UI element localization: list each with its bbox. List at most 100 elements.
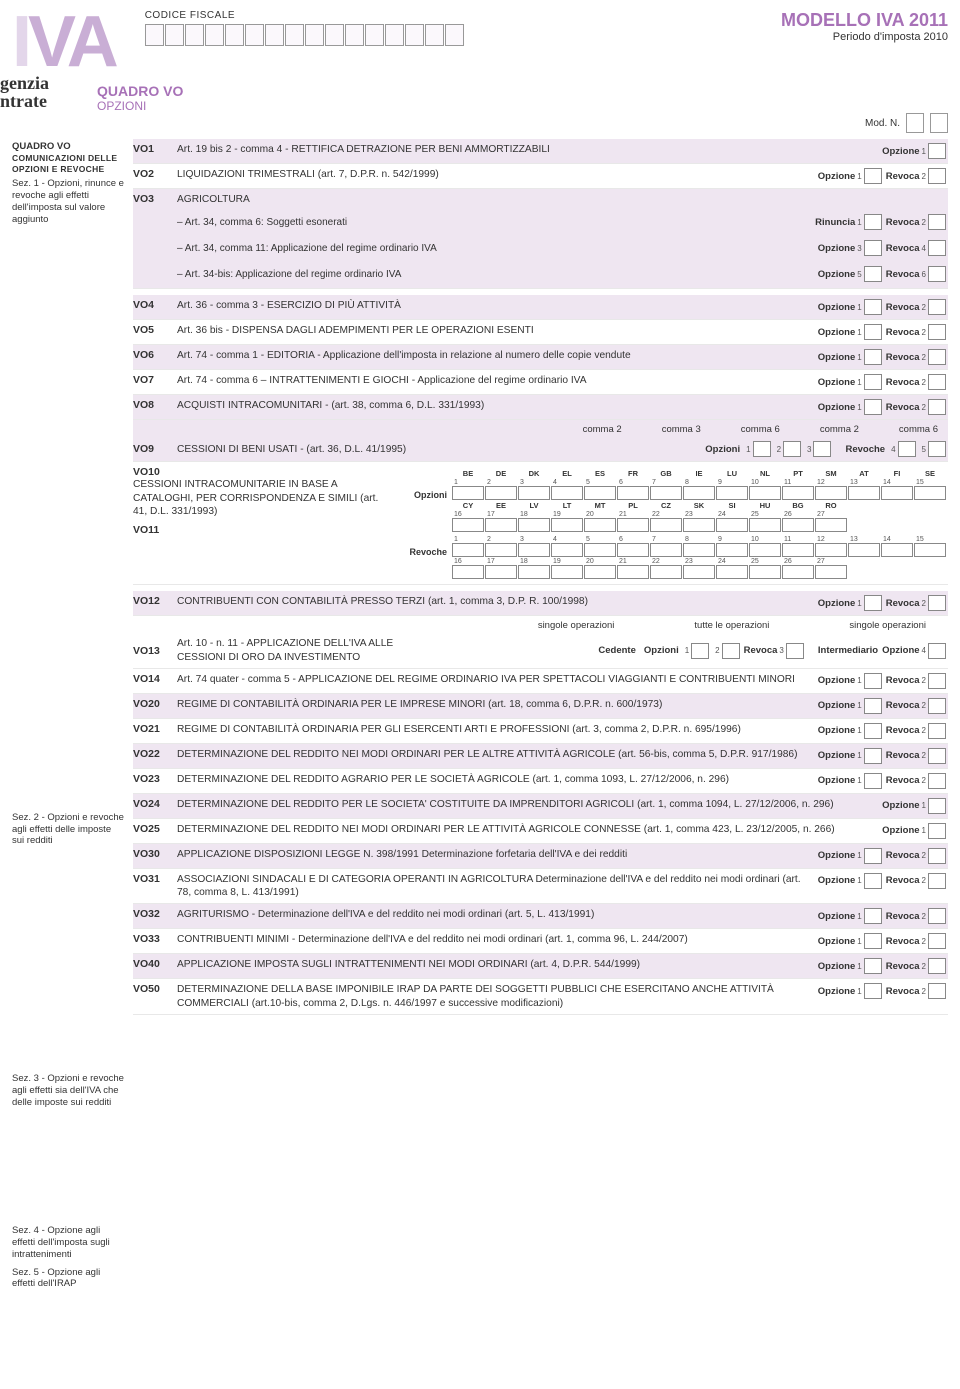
- country-checkbox[interactable]: [485, 486, 517, 500]
- option-checkbox[interactable]: [928, 240, 946, 256]
- country-checkbox[interactable]: [815, 486, 847, 500]
- option-checkbox[interactable]: [928, 595, 946, 611]
- option-checkbox[interactable]: [813, 441, 831, 457]
- country-checkbox[interactable]: [749, 543, 781, 557]
- country-checkbox[interactable]: [815, 565, 847, 579]
- option-checkbox[interactable]: [783, 441, 801, 457]
- option-checkbox[interactable]: [928, 723, 946, 739]
- option-checkbox[interactable]: [864, 240, 882, 256]
- option-checkbox[interactable]: [864, 214, 882, 230]
- country-checkbox[interactable]: [485, 518, 517, 532]
- country-checkbox[interactable]: [452, 543, 484, 557]
- country-checkbox[interactable]: [485, 565, 517, 579]
- country-checkbox[interactable]: [617, 486, 649, 500]
- country-checkbox[interactable]: [650, 543, 682, 557]
- cf-box[interactable]: [445, 24, 464, 46]
- country-checkbox[interactable]: [716, 486, 748, 500]
- country-checkbox[interactable]: [518, 565, 550, 579]
- option-checkbox[interactable]: [864, 983, 882, 999]
- country-checkbox[interactable]: [584, 518, 616, 532]
- country-checkbox[interactable]: [584, 565, 616, 579]
- country-checkbox[interactable]: [782, 565, 814, 579]
- option-checkbox[interactable]: [722, 643, 740, 659]
- country-checkbox[interactable]: [452, 486, 484, 500]
- option-checkbox[interactable]: [928, 441, 946, 457]
- country-checkbox[interactable]: [452, 518, 484, 532]
- option-checkbox[interactable]: [786, 643, 804, 659]
- country-checkbox[interactable]: [518, 518, 550, 532]
- country-checkbox[interactable]: [848, 486, 880, 500]
- cf-box[interactable]: [205, 24, 224, 46]
- country-checkbox[interactable]: [881, 486, 913, 500]
- option-checkbox[interactable]: [864, 595, 882, 611]
- cf-box[interactable]: [405, 24, 424, 46]
- cf-box[interactable]: [185, 24, 204, 46]
- option-checkbox[interactable]: [864, 748, 882, 764]
- option-checkbox[interactable]: [928, 873, 946, 889]
- modn-box-1[interactable]: [906, 113, 924, 133]
- option-checkbox[interactable]: [928, 299, 946, 315]
- country-checkbox[interactable]: [683, 565, 715, 579]
- country-checkbox[interactable]: [848, 543, 880, 557]
- country-checkbox[interactable]: [518, 543, 550, 557]
- option-checkbox[interactable]: [928, 848, 946, 864]
- option-checkbox[interactable]: [928, 143, 946, 159]
- option-checkbox[interactable]: [864, 908, 882, 924]
- country-checkbox[interactable]: [584, 543, 616, 557]
- country-checkbox[interactable]: [881, 543, 913, 557]
- country-checkbox[interactable]: [749, 518, 781, 532]
- option-checkbox[interactable]: [864, 958, 882, 974]
- country-checkbox[interactable]: [617, 565, 649, 579]
- cf-box[interactable]: [165, 24, 184, 46]
- option-checkbox[interactable]: [864, 349, 882, 365]
- option-checkbox[interactable]: [928, 773, 946, 789]
- option-checkbox[interactable]: [928, 748, 946, 764]
- option-checkbox[interactable]: [864, 168, 882, 184]
- country-checkbox[interactable]: [716, 518, 748, 532]
- country-checkbox[interactable]: [914, 486, 946, 500]
- country-checkbox[interactable]: [683, 486, 715, 500]
- cf-box[interactable]: [425, 24, 444, 46]
- country-checkbox[interactable]: [650, 486, 682, 500]
- modn-box-2[interactable]: [930, 113, 948, 133]
- country-checkbox[interactable]: [452, 565, 484, 579]
- cf-box[interactable]: [145, 24, 164, 46]
- option-checkbox[interactable]: [928, 698, 946, 714]
- cf-box[interactable]: [265, 24, 284, 46]
- cf-box[interactable]: [385, 24, 404, 46]
- country-checkbox[interactable]: [683, 518, 715, 532]
- country-checkbox[interactable]: [551, 486, 583, 500]
- country-checkbox[interactable]: [683, 543, 715, 557]
- option-checkbox[interactable]: [864, 266, 882, 282]
- cf-box[interactable]: [345, 24, 364, 46]
- country-checkbox[interactable]: [584, 486, 616, 500]
- country-checkbox[interactable]: [782, 543, 814, 557]
- option-checkbox[interactable]: [864, 673, 882, 689]
- country-checkbox[interactable]: [815, 518, 847, 532]
- country-checkbox[interactable]: [716, 543, 748, 557]
- option-checkbox[interactable]: [864, 324, 882, 340]
- option-checkbox[interactable]: [928, 324, 946, 340]
- option-checkbox[interactable]: [928, 673, 946, 689]
- country-checkbox[interactable]: [518, 486, 550, 500]
- cf-box[interactable]: [225, 24, 244, 46]
- option-checkbox[interactable]: [898, 441, 916, 457]
- option-checkbox[interactable]: [864, 933, 882, 949]
- option-checkbox[interactable]: [864, 299, 882, 315]
- country-checkbox[interactable]: [650, 565, 682, 579]
- country-checkbox[interactable]: [815, 543, 847, 557]
- country-checkbox[interactable]: [782, 518, 814, 532]
- option-checkbox[interactable]: [928, 399, 946, 415]
- option-checkbox[interactable]: [928, 908, 946, 924]
- option-checkbox[interactable]: [928, 374, 946, 390]
- country-checkbox[interactable]: [485, 543, 517, 557]
- country-checkbox[interactable]: [617, 543, 649, 557]
- option-checkbox[interactable]: [928, 823, 946, 839]
- option-checkbox[interactable]: [928, 958, 946, 974]
- option-checkbox[interactable]: [928, 349, 946, 365]
- country-checkbox[interactable]: [551, 565, 583, 579]
- option-checkbox[interactable]: [864, 723, 882, 739]
- option-checkbox[interactable]: [928, 266, 946, 282]
- cf-box[interactable]: [325, 24, 344, 46]
- option-checkbox[interactable]: [864, 773, 882, 789]
